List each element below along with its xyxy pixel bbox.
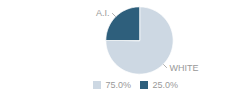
svg-text:A.I.: A.I. [96,8,110,18]
html-text:25.0%: 25.0% [152,80,178,90]
html-text:75.0%: 75.0% [105,80,131,90]
svg-text:WHITE: WHITE [170,63,199,73]
